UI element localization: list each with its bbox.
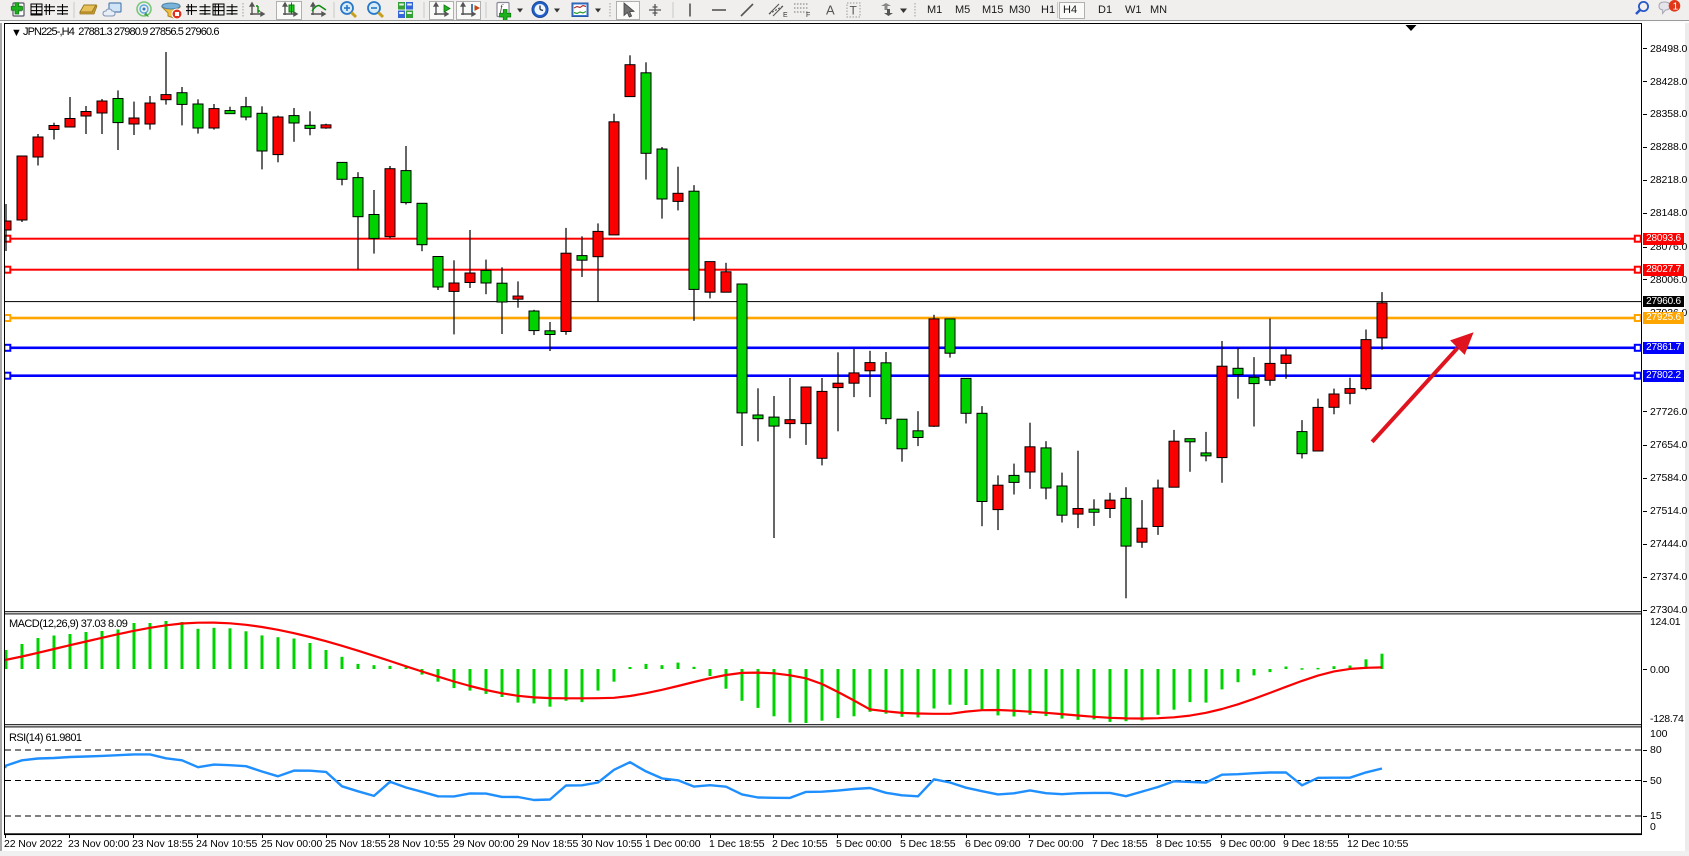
svg-text:T: T <box>850 4 858 18</box>
svg-text:F: F <box>806 12 810 19</box>
svg-text:1: 1 <box>1673 2 1679 13</box>
svg-text:f: f <box>500 3 504 13</box>
svg-text:A: A <box>826 3 835 18</box>
svg-text:E: E <box>783 12 788 19</box>
